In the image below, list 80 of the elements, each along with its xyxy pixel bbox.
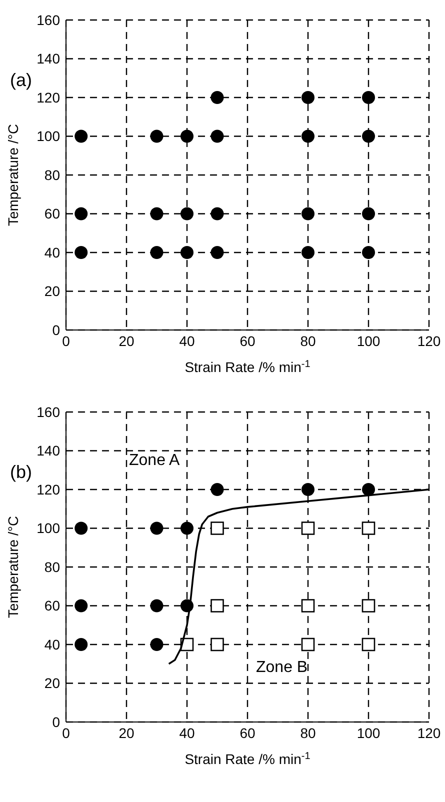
point xyxy=(74,246,88,259)
y-tick-label: 80 xyxy=(44,558,60,575)
y-tick-label: 0 xyxy=(52,322,60,338)
y-tick-label: 160 xyxy=(36,12,60,28)
y-tick-label: 140 xyxy=(36,442,60,459)
point xyxy=(74,522,88,535)
y-tick-label: 0 xyxy=(52,714,60,730)
point xyxy=(210,130,224,143)
x-tick-label: 60 xyxy=(240,724,256,741)
point xyxy=(74,130,88,143)
y-tick-label: 40 xyxy=(44,636,60,652)
point xyxy=(210,638,224,652)
point xyxy=(180,246,194,259)
point xyxy=(362,483,375,496)
point xyxy=(180,207,194,220)
x-tick-label: 0 xyxy=(62,332,70,349)
point xyxy=(210,207,224,220)
point xyxy=(74,599,88,612)
annotation: Zone B xyxy=(256,659,308,677)
point xyxy=(150,130,164,143)
x-tick-label: 120 xyxy=(417,332,441,349)
x-axis-title: Strain Rate /% min$^{-1}$ xyxy=(184,750,311,767)
x-tick-label: 40 xyxy=(179,724,195,741)
y-tick-label: 100 xyxy=(36,520,60,536)
x-tick-label: 20 xyxy=(118,724,134,741)
y-tick-label: 60 xyxy=(44,598,60,614)
x-tick-label: 40 xyxy=(179,332,195,349)
point xyxy=(210,522,224,535)
point xyxy=(301,522,315,535)
point xyxy=(210,91,224,104)
point xyxy=(302,91,314,104)
x-tick-label: 80 xyxy=(300,724,316,741)
point xyxy=(362,638,376,652)
point xyxy=(150,246,164,259)
point xyxy=(301,599,315,612)
point xyxy=(302,483,314,496)
x-tick-label: 0 xyxy=(62,724,70,741)
point xyxy=(302,246,314,259)
x-tick-label: 100 xyxy=(356,332,380,349)
point xyxy=(180,130,194,143)
point xyxy=(210,599,224,612)
point xyxy=(362,91,375,104)
point xyxy=(301,638,315,652)
point xyxy=(362,130,375,143)
y-tick-label: 20 xyxy=(44,283,60,300)
x-tick-label: 80 xyxy=(300,332,316,349)
y-axis-title: Temperature /°C xyxy=(5,516,21,618)
point xyxy=(74,638,88,651)
point xyxy=(302,207,314,220)
y-tick-label: 120 xyxy=(36,481,60,498)
y-tick-label: 80 xyxy=(44,166,60,183)
point xyxy=(150,638,164,651)
point xyxy=(150,522,164,535)
point xyxy=(362,207,375,220)
point xyxy=(362,522,376,535)
y-axis-title: Temperature /°C xyxy=(5,124,21,226)
point xyxy=(210,483,224,496)
y-tick-label: 20 xyxy=(44,675,60,692)
point xyxy=(74,207,88,220)
y-tick-label: 140 xyxy=(36,50,60,67)
point xyxy=(150,599,164,612)
point xyxy=(362,246,375,259)
y-tick-label: 40 xyxy=(44,244,60,260)
y-tick-label: 160 xyxy=(36,404,60,420)
x-tick-label: 120 xyxy=(417,724,441,741)
x-tick-label: 100 xyxy=(356,724,380,741)
x-axis-title: Strain Rate /% min$^{-1}$ xyxy=(184,358,311,375)
point xyxy=(150,207,164,220)
point xyxy=(362,599,376,612)
text: (a) xyxy=(10,70,32,91)
x-tick-label: 20 xyxy=(118,332,134,349)
point xyxy=(210,246,224,259)
annotation: Zone A xyxy=(129,452,180,470)
x-tick-label: 60 xyxy=(240,332,256,349)
y-tick-label: 100 xyxy=(36,128,60,144)
y-tick-label: 120 xyxy=(36,89,60,106)
point xyxy=(180,522,194,535)
point xyxy=(302,130,314,143)
text: (b) xyxy=(10,462,32,483)
y-tick-label: 60 xyxy=(44,206,60,222)
